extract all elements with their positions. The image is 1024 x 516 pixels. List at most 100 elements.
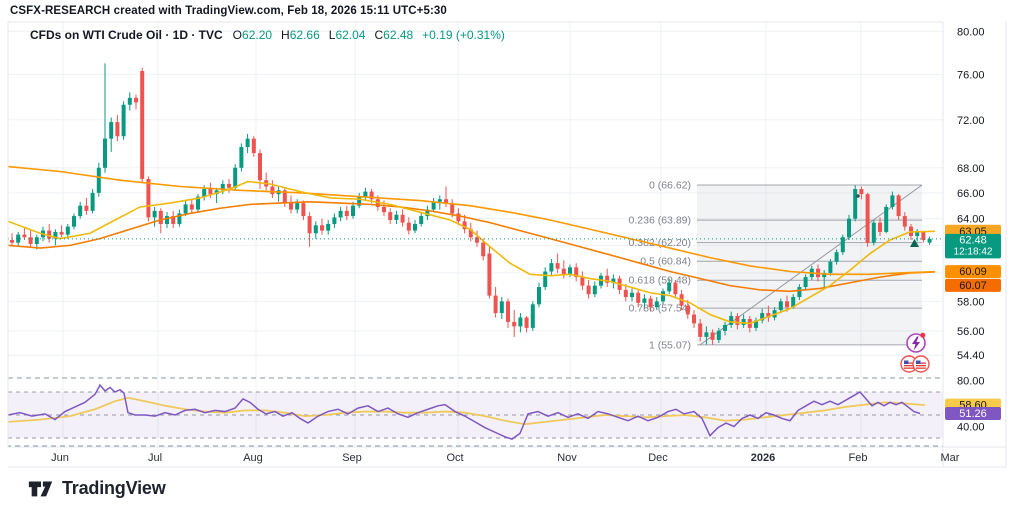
candle-body (251, 138, 256, 154)
candle-body (394, 214, 399, 221)
candle-body (847, 218, 851, 238)
candle-body (915, 231, 920, 236)
candle-body (425, 209, 430, 217)
candle-body (884, 206, 889, 232)
candle-body (301, 203, 306, 217)
rsi-pane[interactable] (8, 378, 943, 446)
candle-body (220, 183, 225, 191)
candle-body (648, 298, 653, 308)
candle-body (729, 316, 734, 325)
candle-body (258, 153, 262, 181)
price-badge-value: 60.07 (959, 280, 987, 292)
candle-body (357, 196, 362, 206)
candle-body (146, 178, 151, 218)
candle-body (921, 231, 926, 240)
candle-body (760, 313, 765, 321)
candle-body (840, 237, 845, 253)
candle-body (134, 97, 138, 103)
flag-stripe (904, 367, 914, 369)
candle-body (555, 263, 560, 269)
lightning-event-icon[interactable] (906, 332, 926, 353)
ohlc-values: O62.20 H62.66 L62.04 C62.48 +0.19 (+0.31… (233, 28, 505, 42)
candle-body (183, 204, 188, 214)
candle-body (227, 183, 231, 188)
candle-body (704, 332, 709, 337)
candle-body (896, 195, 901, 217)
us-economic-events-icon[interactable] (900, 355, 930, 373)
fib-level-label: 0.5 (60.84) (640, 256, 691, 268)
candle-body (444, 199, 448, 204)
candle-body (239, 147, 244, 168)
candle-body (202, 189, 207, 197)
candle-body (47, 230, 52, 239)
candle-body (375, 199, 380, 207)
notification-dot (920, 332, 926, 338)
tradingview-logo-icon (28, 481, 53, 497)
candle-body (165, 216, 169, 224)
fib-level-label: 0.382 (62.20) (629, 237, 691, 249)
countdown-timer: 12:18:42 (954, 246, 993, 257)
candle-body (72, 216, 76, 227)
time-axis-label: 2026 (751, 452, 775, 464)
time-axis-label: Jul (148, 452, 162, 464)
candle-body (890, 195, 895, 207)
time-axis-label: Oct (446, 452, 463, 464)
price-tick-label: 54.40 (957, 350, 985, 362)
symbol-legend: CFDs on WTI Crude Oil · 1D · TVC O62.20 … (30, 28, 505, 42)
main-price-pane[interactable] (8, 22, 943, 377)
candle-body (623, 289, 628, 298)
flag-stripe (904, 365, 914, 367)
candle-body (580, 277, 585, 286)
price-badge-value: 60.09 (959, 266, 987, 278)
price-axis[interactable]: 80.00 76.00 72.00 68.00 66.00 64.00 58.00 56.00… (943, 22, 1024, 447)
candle-body (320, 225, 324, 231)
rsi-pane-content (8, 383, 943, 440)
candle-body (338, 210, 343, 218)
ma-gold-line (8, 180, 936, 325)
candle-body (506, 301, 510, 322)
candle-body (189, 204, 194, 210)
candle-body (270, 186, 275, 195)
candle-body (363, 191, 368, 197)
up-arrow-marker (910, 239, 919, 247)
flag-base (904, 360, 914, 368)
peak-dot-marker (856, 194, 860, 198)
fib-level-label: 0.236 (63.89) (629, 215, 691, 227)
rsi-line (8, 383, 921, 440)
candle-body (803, 277, 808, 288)
tradingview-logo[interactable]: TradingView (27, 477, 166, 499)
time-axis-label: Aug (243, 452, 263, 464)
candle-body (351, 205, 355, 217)
tradingview-logo-text: TradingView (62, 477, 166, 498)
candle-body (171, 216, 176, 224)
time-axis-label: Sep (342, 452, 362, 464)
candle-body (53, 231, 58, 239)
ma-orange-line (8, 165, 936, 276)
candle-body (326, 223, 331, 231)
candle-body (282, 190, 287, 204)
gridlines (8, 22, 943, 446)
symbol-title[interactable]: CFDs on WTI Crude Oil · 1D · TVC (30, 28, 223, 42)
flag-stripe (904, 362, 914, 364)
candle-body (859, 189, 864, 195)
candle-body (140, 71, 145, 179)
candle-body (16, 234, 21, 243)
price-badge-value: 51.26 (959, 408, 987, 420)
candle-body (561, 268, 566, 275)
candle-body (586, 285, 591, 295)
candle-body (785, 301, 789, 308)
candle-body (716, 330, 721, 340)
candle-body (121, 104, 126, 137)
candlestick-series (10, 63, 932, 345)
candle-body (692, 314, 696, 324)
time-axis[interactable]: Jun Jul Aug Sep Oct Nov Dec 2026 Feb Mar (8, 448, 1006, 467)
candle-body (332, 217, 337, 224)
price-tick-label: 80.00 (957, 26, 985, 38)
candle-body (96, 167, 101, 193)
change-value: +0.19 (+0.31%) (422, 28, 505, 42)
price-tick-label: 64.00 (957, 214, 985, 226)
candle-body (902, 216, 907, 227)
flag-stripe (916, 365, 926, 367)
candle-body (685, 305, 690, 315)
